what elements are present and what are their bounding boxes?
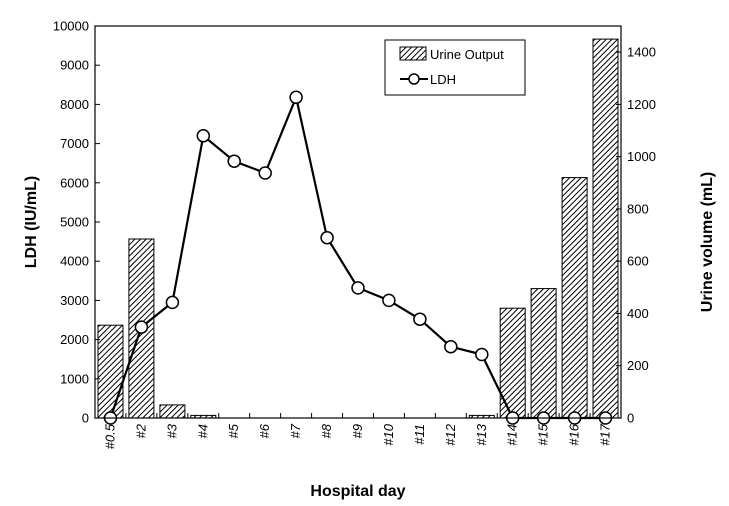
ldh-point-#7: [289, 90, 303, 105]
x-tick-label-#6: #6: [257, 423, 272, 438]
ldh-point-#11: [413, 312, 427, 326]
x-axis-title: Hospital day: [310, 483, 405, 500]
legend-urine-output-label: Urine Output: [430, 47, 504, 62]
x-tick-label-#8: #8: [319, 423, 334, 438]
x-tick-label-#16: #16: [567, 423, 582, 445]
left-tick-label: 4000: [60, 254, 89, 269]
bar-series-urine-output: [97, 38, 619, 419]
left-tick-label: 5000: [60, 215, 89, 230]
left-tick-label: 2000: [60, 332, 89, 347]
ldh-point-#3: [165, 295, 180, 310]
bar-urine-output-#0.5: [97, 324, 124, 419]
x-tick-label-#9: #9: [350, 424, 365, 438]
x-tick-label-#17: #17: [598, 423, 613, 445]
ldh-point-#2: [134, 320, 149, 334]
legend-ldh-marker: [408, 73, 420, 85]
right-tick-label: 600: [627, 254, 649, 269]
legend-urine-output-swatch: [399, 46, 427, 61]
ldh-point-#6: [258, 166, 272, 180]
x-tick-label-#0.5: #0.5: [102, 423, 117, 449]
right-tick-label: 0: [627, 411, 634, 426]
x-tick-label-#15: #15: [536, 423, 551, 445]
x-axis-ticks: #0.5 #2 #3 #4 #5 #6 #7 #8 #9 #10 #11 #12 #13 #14 #15 #1…: [94, 413, 622, 449]
x-tick-label-#12: #12: [443, 423, 458, 445]
ldh-point-#9: [351, 281, 365, 295]
right-tick-label: 800: [627, 201, 649, 216]
left-tick-label: 6000: [60, 175, 89, 190]
x-tick-label-#3: #3: [164, 423, 179, 438]
bar-urine-output-#16: [561, 177, 588, 419]
bar-urine-output-#3: [159, 404, 186, 419]
x-tick-label-#10: #10: [381, 423, 396, 445]
x-tick-label-#5: #5: [226, 423, 241, 438]
left-tick-label: 1000: [60, 371, 89, 386]
left-tick-label: 0: [82, 411, 89, 426]
ldh-point-#13: [475, 347, 489, 362]
right-tick-label: 1200: [627, 97, 656, 112]
ldh-point-#8: [320, 230, 334, 245]
ldh-point-#5: [227, 154, 241, 168]
x-tick-label-#13: #13: [474, 423, 489, 445]
legend: Urine Output LDH: [384, 39, 526, 96]
left-tick-label: 10000: [53, 19, 89, 34]
left-axis-title: LDH (IU/mL): [23, 176, 40, 268]
left-tick-label: 8000: [60, 97, 89, 112]
left-axis-ticks: 0 1000 2000 3000 4000 5000 6000 7000 8000 9000 100…: [53, 19, 100, 426]
right-tick-label: 400: [627, 306, 649, 321]
left-tick-label: 3000: [60, 293, 89, 308]
ldh-point-#10: [382, 293, 396, 308]
x-tick-label-#4: #4: [195, 424, 210, 438]
x-tick-label-#14: #14: [505, 424, 520, 446]
right-axis-title: Urine volume (mL): [699, 172, 716, 312]
right-tick-label: 200: [627, 358, 649, 373]
ldh-point-#4: [196, 129, 211, 143]
right-tick-label: 1400: [627, 45, 656, 60]
x-tick-label-#11: #11: [412, 424, 427, 445]
right-axis-ticks: 0 200 400 600 800 1000 1200 1400: [616, 45, 656, 426]
ldh-point-#12: [444, 339, 458, 354]
legend-ldh-label: LDH: [430, 72, 456, 87]
x-tick-label-#7: #7: [288, 423, 303, 438]
left-tick-label: 7000: [60, 136, 89, 151]
right-tick-label: 1000: [627, 149, 656, 164]
left-tick-label: 9000: [60, 58, 89, 73]
bar-urine-output-#15: [530, 288, 557, 419]
bar-urine-output-#17: [592, 38, 619, 419]
x-tick-label-#2: #2: [133, 423, 148, 438]
